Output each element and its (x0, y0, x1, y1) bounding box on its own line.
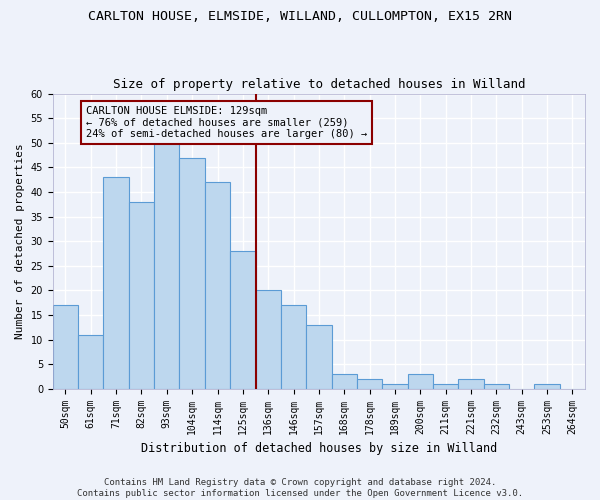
Bar (306, 324, 332, 388)
Title: Size of property relative to detached houses in Willand: Size of property relative to detached ho… (113, 78, 525, 91)
Bar (281, 305, 306, 388)
Bar (535, 384, 560, 388)
Text: CARLTON HOUSE ELMSIDE: 129sqm
← 76% of detached houses are smaller (259)
24% of : CARLTON HOUSE ELMSIDE: 129sqm ← 76% of d… (86, 106, 367, 139)
Text: Contains HM Land Registry data © Crown copyright and database right 2024.
Contai: Contains HM Land Registry data © Crown c… (77, 478, 523, 498)
Bar (179, 158, 205, 388)
Bar (78, 334, 103, 388)
Bar (103, 177, 129, 388)
Bar (230, 251, 256, 388)
Bar (205, 182, 230, 388)
Bar (484, 384, 509, 388)
Text: CARLTON HOUSE, ELMSIDE, WILLAND, CULLOMPTON, EX15 2RN: CARLTON HOUSE, ELMSIDE, WILLAND, CULLOMP… (88, 10, 512, 23)
Bar (256, 290, 281, 388)
Bar (154, 142, 179, 388)
Bar (357, 379, 382, 388)
Bar (458, 379, 484, 388)
Bar (129, 202, 154, 388)
Bar (53, 305, 78, 388)
Bar (433, 384, 458, 388)
Bar (382, 384, 407, 388)
Y-axis label: Number of detached properties: Number of detached properties (15, 143, 25, 339)
Bar (332, 374, 357, 388)
Bar (407, 374, 433, 388)
X-axis label: Distribution of detached houses by size in Willand: Distribution of detached houses by size … (141, 442, 497, 455)
